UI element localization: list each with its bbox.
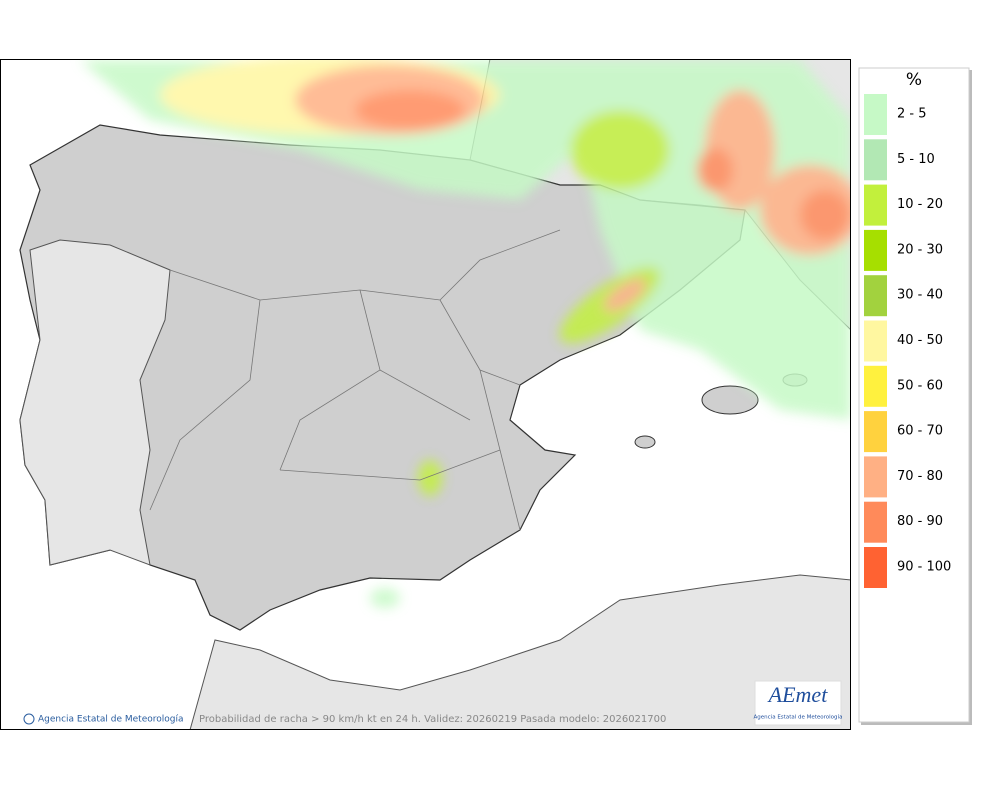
map (1, 60, 850, 729)
legend-label: 50 - 60 (897, 378, 943, 393)
legend-swatch (864, 365, 887, 407)
legend-label: 70 - 80 (897, 469, 943, 484)
legend-title: % (906, 70, 922, 90)
legend-items: 2 - 5 5 - 10 10 - 20 20 - 30 30 - 40 40 - 50 5… (864, 94, 951, 588)
credit: Agencia Estatal de Meteorología (38, 715, 184, 725)
legend-swatch (864, 456, 887, 498)
logo-subtitle: Agencia Estatal de Meteorología (754, 714, 843, 721)
legend-label: 30 - 40 (897, 288, 943, 303)
logo-name: AEmet (767, 682, 829, 707)
region-borders (149, 229, 561, 531)
legend-label: 5 - 10 (897, 152, 935, 167)
legend-swatch (864, 320, 887, 362)
legend-swatch (864, 275, 887, 317)
legend-swatch (864, 501, 887, 543)
legend-label: 90 - 100 (897, 560, 951, 575)
legend-label: 60 - 70 (897, 424, 943, 439)
mallorca (701, 385, 759, 415)
legend-swatch (864, 94, 887, 135)
probability-areas (80, 60, 850, 608)
africa (189, 574, 850, 729)
map-frame (0, 59, 851, 730)
legend-label: 40 - 50 (897, 333, 943, 348)
legend-label: 10 - 20 (897, 197, 943, 212)
legend-label: 80 - 90 (897, 514, 943, 529)
copyright-icon (23, 713, 35, 725)
legend-swatch (864, 229, 887, 271)
logo-box (754, 680, 842, 726)
legend-label: 20 - 30 (897, 242, 943, 257)
legend-swatch (864, 139, 887, 181)
ibiza (634, 435, 656, 449)
portugal (19, 239, 171, 566)
legend-swatch (864, 184, 887, 226)
legend-swatch (864, 411, 887, 453)
caption: Probabilidad de racha > 90 km/h kt en 24… (199, 714, 666, 725)
legend-swatch (864, 547, 887, 588)
legend-label: 2 - 5 (897, 107, 927, 122)
